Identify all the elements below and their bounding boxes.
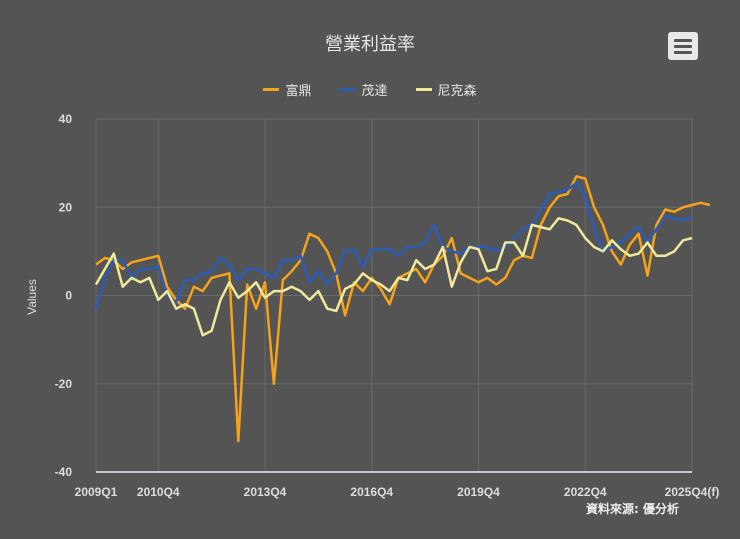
hamburger-menu-icon [674,39,692,42]
legend-item-series-2[interactable]: 尼克森 [415,80,477,99]
grid-lines [95,118,693,472]
series-line-0[interactable] [95,175,711,443]
chart-legend: 富鼎 茂達 尼克森 [0,80,740,99]
legend-swatch [339,88,356,91]
chart-menu-button[interactable] [668,32,698,60]
x-tick-label: 2025Q4(f) [665,485,720,499]
legend-item-series-0[interactable]: 富鼎 [263,80,311,99]
legend-label: 富鼎 [285,84,312,99]
x-tick-label: 2016Q4 [350,485,393,499]
x-tick-label: 2013Q4 [244,485,287,499]
legend-label: 茂達 [361,84,388,99]
y-tick-label: -20 [55,377,73,391]
y-axis-title: Values [25,279,39,315]
legend-swatch [263,88,280,91]
hamburger-menu-icon-bar [674,51,692,54]
series-line-1[interactable] [94,181,693,310]
series-lines [94,175,711,443]
x-tick-label: 2019Q4 [457,485,500,499]
chart-title: 營業利益率 [325,34,415,55]
hamburger-menu-icon-bar [674,45,692,48]
x-tick-label: 2010Q4 [137,485,180,499]
legend-swatch [415,88,432,91]
x-tick-label: 2009Q1 [75,485,118,499]
source-credit: 資料來源: 優分析 [586,502,679,516]
legend-item-series-1[interactable]: 茂達 [339,80,388,99]
y-tick-label: 0 [65,289,72,303]
y-tick-label: 20 [59,200,73,214]
x-tick-label: 2022Q4 [564,485,607,499]
legend-label: 尼克森 [437,84,477,99]
y-tick-label: 40 [59,112,73,126]
y-tick-label: -40 [55,465,73,479]
series-line-2[interactable] [94,217,693,337]
